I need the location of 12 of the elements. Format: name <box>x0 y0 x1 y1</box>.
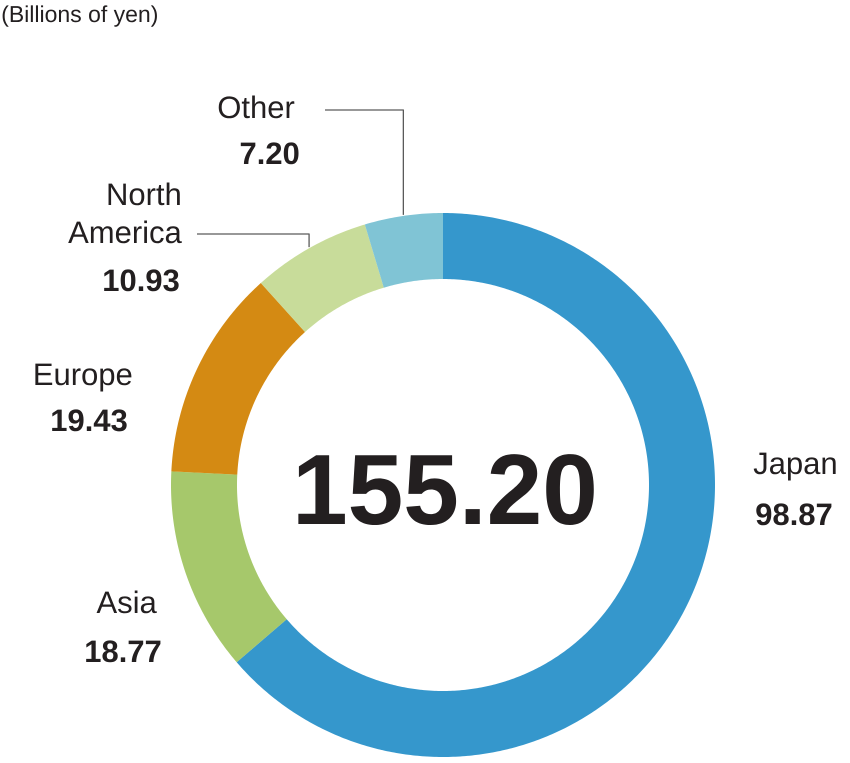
data-label: 98.87 <box>756 503 832 526</box>
chart-subtitle: (Billions of yen) <box>2 5 157 27</box>
data-label: 7.20 <box>240 142 299 164</box>
slice-label: Japan <box>754 452 836 480</box>
slice-label: Asia <box>96 590 157 614</box>
slice-label: Europe <box>35 364 132 392</box>
data-label: 19.43 <box>52 409 127 432</box>
slice-label: North America <box>68 182 182 244</box>
text: 155.20 <box>298 454 594 525</box>
data-label: 10.93 <box>104 269 179 292</box>
data-label: 18.77 <box>86 640 160 662</box>
slice-label: Other <box>218 96 294 118</box>
